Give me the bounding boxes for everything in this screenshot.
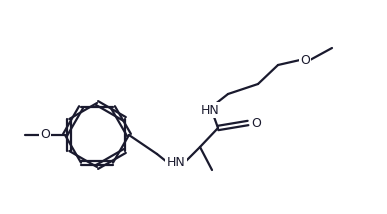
Text: O: O bbox=[40, 128, 50, 141]
Text: O: O bbox=[300, 54, 310, 67]
Text: HN: HN bbox=[200, 104, 219, 116]
Text: HN: HN bbox=[167, 156, 185, 168]
Text: O: O bbox=[251, 116, 261, 129]
